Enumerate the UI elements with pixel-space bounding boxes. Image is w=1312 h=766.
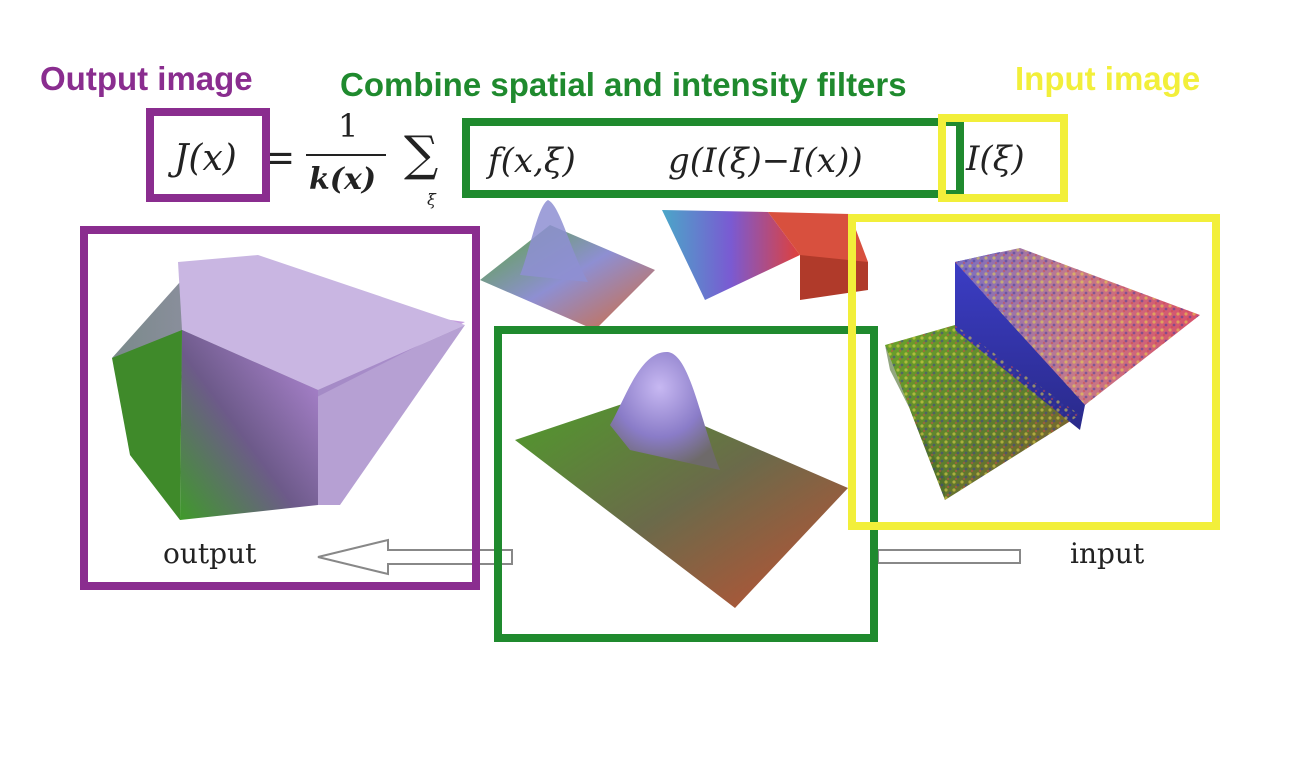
combined-filter-surface: [515, 351, 848, 608]
output-image-frame: [80, 226, 480, 590]
formula-numerator: 1: [338, 107, 359, 145]
intensity-filter-surface: [662, 210, 868, 300]
output-caption: output: [163, 537, 257, 570]
spatial-filter-surface: [480, 200, 655, 330]
arrow-left-icon: [317, 538, 513, 576]
output-surface: [112, 255, 465, 520]
arrow-shaft-right: [877, 549, 1021, 564]
formula-spatial-filter: f(x,ξ): [488, 141, 576, 181]
input-caption: input: [1070, 537, 1145, 570]
combine-image-frame: [494, 326, 878, 642]
input-surface: [885, 248, 1200, 500]
output-formula-frame: [146, 108, 270, 202]
input-image-heading: Input image: [1015, 60, 1201, 97]
formula-fraction-bar: [306, 154, 386, 156]
formula-intensity-filter: g(I(ξ)−I(x)): [668, 141, 863, 181]
formula-denominator: k(x): [309, 162, 377, 197]
formula-output-term: J(x): [174, 138, 237, 179]
combine-formula-frame: [462, 118, 964, 198]
input-formula-frame: [938, 114, 1068, 202]
formula-sum-index: ξ: [427, 190, 436, 209]
formula-input-term: I(ξ): [966, 139, 1025, 179]
input-image-frame: [848, 214, 1220, 530]
formula-sum-symbol: ∑: [404, 126, 439, 182]
combine-filters-heading: Combine spatial and intensity filters: [340, 66, 907, 103]
output-image-heading: Output image: [40, 60, 253, 97]
